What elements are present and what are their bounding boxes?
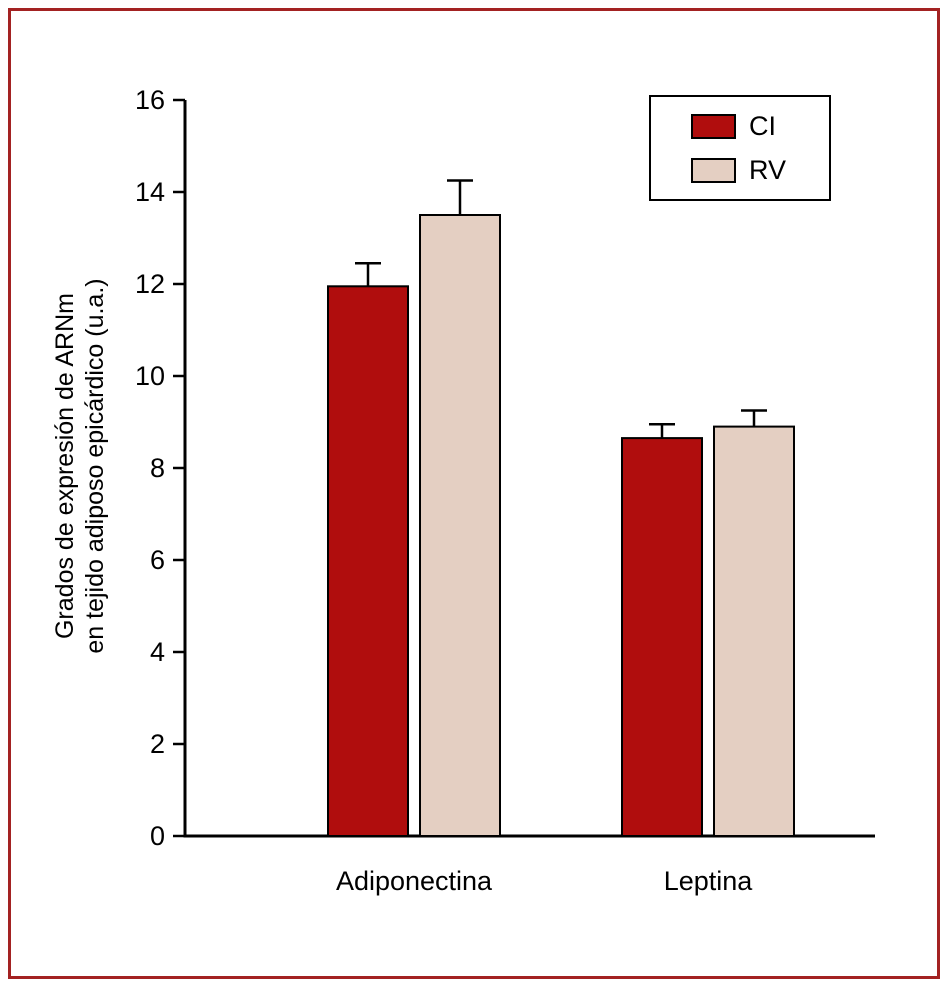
y-axis-label-line1: Grados de expresión de ARNm xyxy=(51,293,79,640)
y-axis-label-line2: en tejido adiposo epicárdico (u.a.) xyxy=(81,278,109,654)
y-tick-label: 12 xyxy=(135,269,165,299)
y-tick-label: 6 xyxy=(150,545,165,575)
category-label-adiponectina: Adiponectina xyxy=(335,866,493,896)
legend-label-ci: CI xyxy=(749,110,776,141)
legend: CI RV xyxy=(649,95,831,201)
bar-ci-leptina xyxy=(621,437,703,837)
bar-rv-leptina xyxy=(713,425,795,837)
legend-swatch-ci xyxy=(691,113,736,139)
y-tick-label: 14 xyxy=(135,177,165,207)
y-tick-label: 2 xyxy=(150,729,165,759)
y-axis-label: Grados de expresión de ARNm en tejido ad… xyxy=(50,146,110,786)
legend-swatch-rv xyxy=(691,157,736,183)
bar-rv-adiponectina xyxy=(419,214,501,837)
y-tick-label: 8 xyxy=(150,453,165,483)
legend-entry-rv: RV xyxy=(691,155,829,186)
legend-label-rv: RV xyxy=(749,154,787,185)
y-tick-label: 10 xyxy=(135,361,165,391)
legend-entry-ci: CI xyxy=(691,111,829,142)
y-tick-label: 4 xyxy=(150,637,165,667)
y-tick-label: 0 xyxy=(150,821,165,851)
bar-ci-adiponectina xyxy=(327,285,409,837)
y-tick-label: 16 xyxy=(135,85,165,115)
category-label-leptina: Leptina xyxy=(663,866,753,896)
